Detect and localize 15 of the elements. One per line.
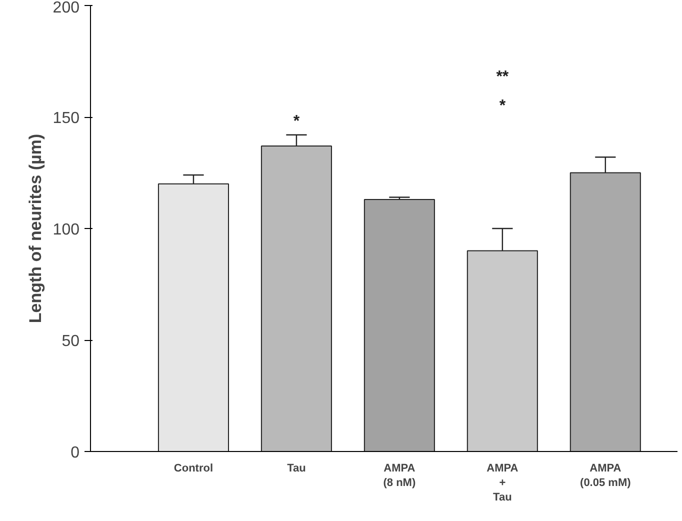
x-tick-label: AMPA (8 nM): [383, 462, 416, 489]
y-tick-label: 0: [70, 444, 80, 462]
annotation: *: [293, 112, 300, 130]
x-tick-label: Control: [174, 462, 214, 474]
bar: [364, 199, 435, 452]
annotation: *: [499, 97, 506, 114]
annotation: **: [496, 68, 510, 86]
x-tick-label: AMPA (0.05 mM): [580, 462, 632, 489]
y-tick-label: 200: [52, 0, 80, 16]
y-tick-label: 100: [52, 222, 80, 238]
x-tick-label: AMPA + Tau: [486, 462, 518, 504]
y-tick-label: 150: [52, 110, 80, 127]
y-axis-title: Length of neurites (µm): [26, 134, 45, 324]
y-tick-label: 50: [62, 333, 80, 350]
x-tick-label: Tau: [287, 462, 306, 474]
